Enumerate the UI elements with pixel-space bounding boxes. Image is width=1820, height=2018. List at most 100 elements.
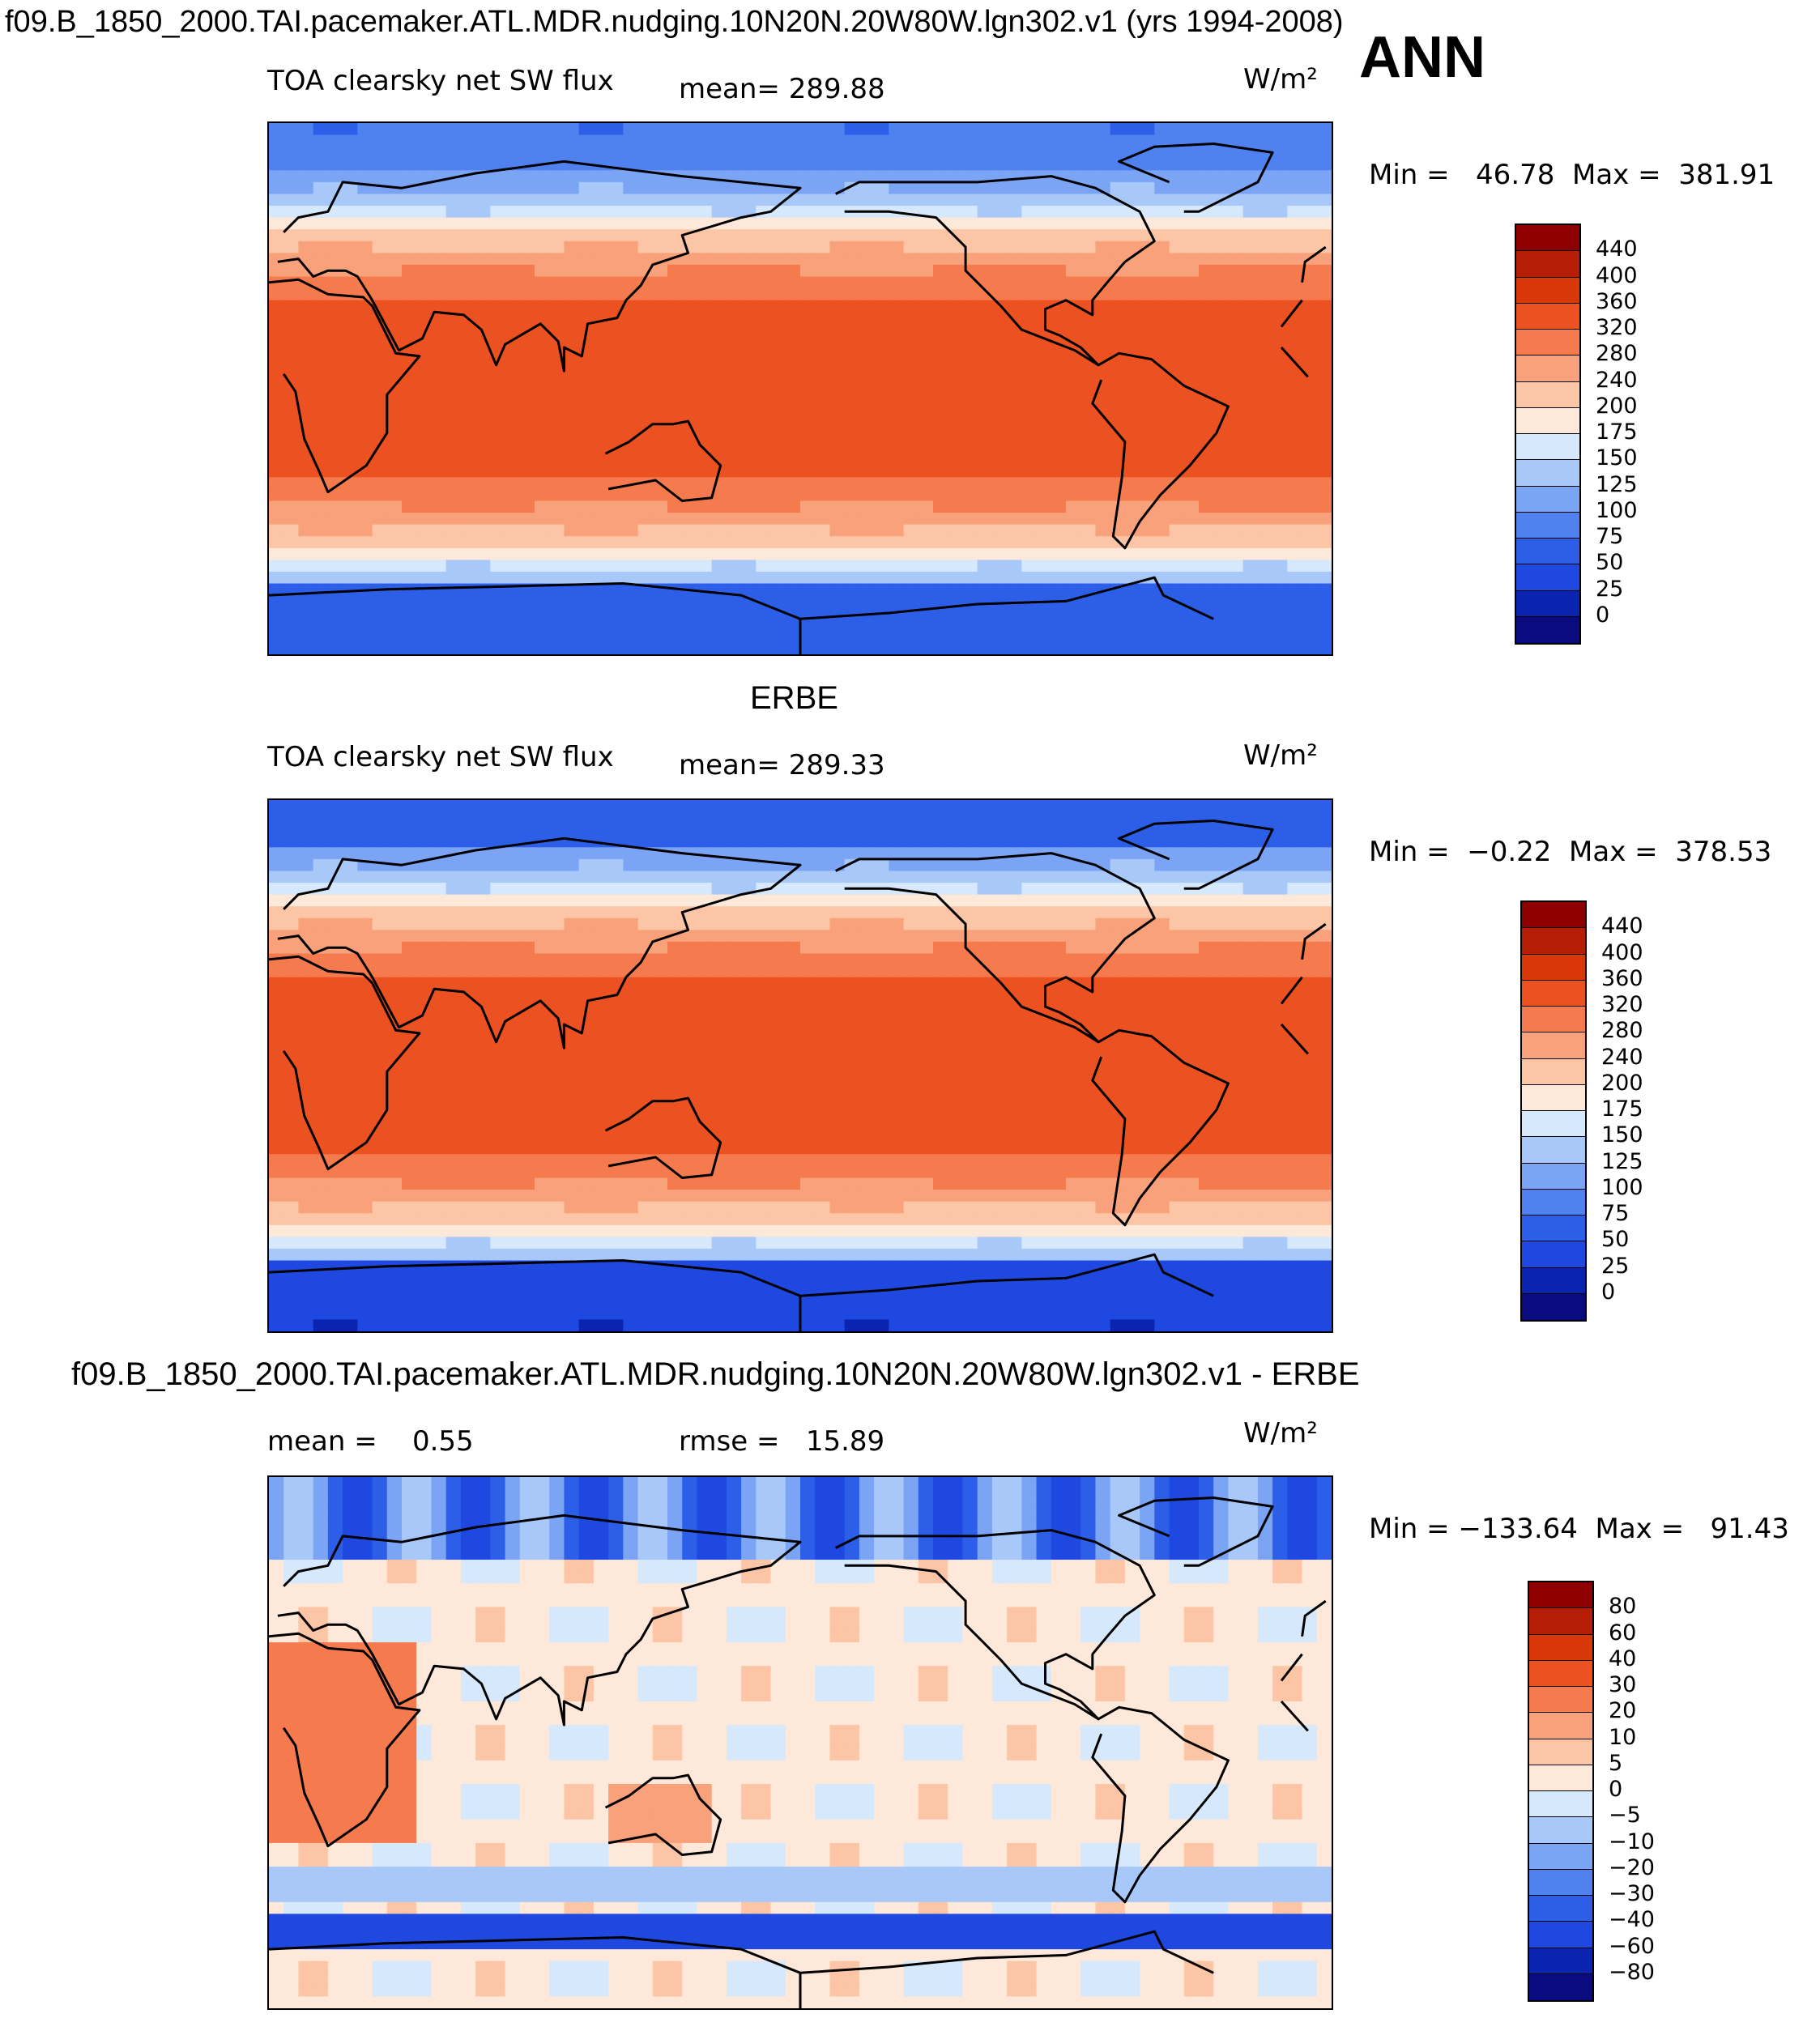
colorbar-swatch: [1516, 460, 1579, 487]
colorbar-swatch: [1516, 616, 1579, 643]
coastline-greenland: [1118, 820, 1274, 890]
colorbar-swatch: [1529, 1948, 1592, 1974]
colorbar-swatch: [1529, 1896, 1592, 1922]
coastline-samerica: [1091, 1028, 1230, 1227]
colorbar-swatch: [1516, 303, 1579, 330]
coastline-antarctica: [269, 576, 1214, 654]
coastline-namerica: [835, 175, 1156, 367]
panel1-variable: TOA clearsky net SW flux: [267, 65, 614, 97]
coastline-samerica: [1091, 1705, 1230, 1904]
coastline-greenland: [1118, 1496, 1274, 1567]
colorbar-tick-label: 25: [1596, 576, 1624, 602]
coastline-africa: [269, 955, 1309, 1171]
colorbar-swatch: [1529, 1817, 1592, 1844]
colorbar-tick-label: 360: [1601, 965, 1643, 991]
coastline-antarctica: [269, 1930, 1214, 2008]
colorbar-swatch: [1522, 928, 1585, 955]
colorbar-tick-label: −80: [1609, 1959, 1655, 1985]
colorbar-tick-label: 440: [1601, 913, 1643, 939]
colorbar-tick-label: 75: [1601, 1201, 1630, 1226]
colorbar-swatch: [1522, 954, 1585, 981]
colorbar-tick-label: 80: [1609, 1594, 1637, 1620]
colorbar-swatch: [1529, 1687, 1592, 1714]
panel1-colorbar: [1515, 224, 1581, 645]
colorbar-tick-label: −30: [1609, 1881, 1655, 1906]
colorbar-tick-label: 400: [1601, 939, 1643, 965]
panel2-title: ERBE: [750, 680, 838, 716]
colorbar-tick-label: 200: [1596, 393, 1638, 419]
colorbar-swatch: [1522, 1032, 1585, 1059]
coastline-eurasia: [277, 160, 1327, 373]
colorbar-tick-label: −20: [1609, 1854, 1655, 1880]
colorbar-tick-label: −5: [1609, 1803, 1641, 1829]
coastline-namerica: [835, 1529, 1156, 1721]
colorbar-tick-label: 150: [1596, 445, 1638, 471]
panel3-rmse: rmse = 15.89: [679, 1425, 885, 1458]
panel3-map: [267, 1475, 1333, 2010]
run-title: f09.B_1850_2000.TAI.pacemaker.ATL.MDR.nu…: [5, 5, 1344, 39]
map-field: [269, 1477, 1332, 2008]
colorbar-swatch: [1516, 564, 1579, 591]
panel2-minmax: Min = −0.22 Max = 378.53: [1369, 836, 1772, 868]
colorbar-swatch: [1522, 902, 1585, 929]
coastline-samerica: [1091, 351, 1230, 550]
coastline-eurasia: [277, 837, 1327, 1049]
colorbar-swatch: [1529, 1660, 1592, 1687]
colorbar-swatch: [1522, 1215, 1585, 1242]
panel2-colorbar: [1520, 900, 1587, 1322]
colorbar-tick-label: 125: [1596, 471, 1638, 497]
panel1-mean: mean= 289.88: [679, 73, 885, 105]
colorbar-tick-label: 5: [1609, 1750, 1623, 1776]
colorbar-swatch: [1529, 1608, 1592, 1635]
colorbar-tick-label: −60: [1609, 1933, 1655, 1959]
colorbar-swatch: [1529, 1582, 1592, 1609]
colorbar-swatch: [1522, 1293, 1585, 1320]
coastline-namerica: [835, 852, 1156, 1044]
colorbar-swatch: [1516, 225, 1579, 252]
colorbar-swatch: [1516, 381, 1579, 408]
colorbar-tick-label: 50: [1596, 550, 1624, 576]
colorbar-swatch: [1522, 1137, 1585, 1164]
colorbar-swatch: [1522, 1163, 1585, 1190]
colorbar-swatch: [1522, 980, 1585, 1007]
colorbar-tick-label: 175: [1601, 1096, 1643, 1122]
coastline-greenland: [1118, 143, 1274, 213]
panel2-map: [267, 798, 1333, 1333]
season-label: ANN: [1359, 25, 1485, 90]
colorbar-tick-label: 175: [1596, 419, 1638, 445]
coastline-australia: [604, 1096, 722, 1179]
colorbar-swatch: [1522, 1084, 1585, 1111]
colorbar-swatch: [1529, 1843, 1592, 1870]
colorbar-tick-label: 20: [1609, 1698, 1637, 1724]
panel2-variable: TOA clearsky net SW flux: [267, 741, 614, 773]
colorbar-tick-label: 25: [1601, 1253, 1630, 1279]
colorbar-swatch: [1516, 277, 1579, 304]
panel2-mean: mean= 289.33: [679, 749, 885, 781]
colorbar-tick-label: 100: [1601, 1174, 1643, 1200]
coastline-africa: [269, 278, 1309, 494]
colorbar-swatch: [1516, 486, 1579, 513]
colorbar-swatch: [1529, 1973, 1592, 2000]
colorbar-tick-label: 400: [1596, 262, 1638, 288]
colorbar-tick-label: 200: [1601, 1070, 1643, 1096]
panel1-units: W/m²: [1243, 63, 1318, 96]
colorbar-swatch: [1529, 1739, 1592, 1765]
colorbar-tick-label: 0: [1596, 602, 1610, 628]
colorbar-tick-label: 280: [1601, 1018, 1643, 1044]
colorbar-swatch: [1516, 434, 1579, 461]
colorbar-tick-label: −10: [1609, 1829, 1655, 1854]
panel1-minmax: Min = 46.78 Max = 381.91: [1369, 159, 1775, 191]
colorbar-tick-label: 50: [1601, 1227, 1630, 1253]
colorbar-swatch: [1516, 355, 1579, 382]
colorbar-swatch: [1516, 407, 1579, 434]
colorbar-swatch: [1522, 1267, 1585, 1294]
colorbar-tick-label: 0: [1609, 1777, 1623, 1802]
colorbar-tick-label: 60: [1609, 1620, 1637, 1645]
colorbar-swatch: [1522, 1241, 1585, 1268]
colorbar-swatch: [1529, 1765, 1592, 1791]
colorbar-swatch: [1516, 330, 1579, 356]
colorbar-tick-label: 360: [1596, 288, 1638, 314]
colorbar-tick-label: 10: [1609, 1724, 1637, 1750]
colorbar-swatch: [1522, 1007, 1585, 1033]
colorbar-swatch: [1516, 251, 1579, 278]
